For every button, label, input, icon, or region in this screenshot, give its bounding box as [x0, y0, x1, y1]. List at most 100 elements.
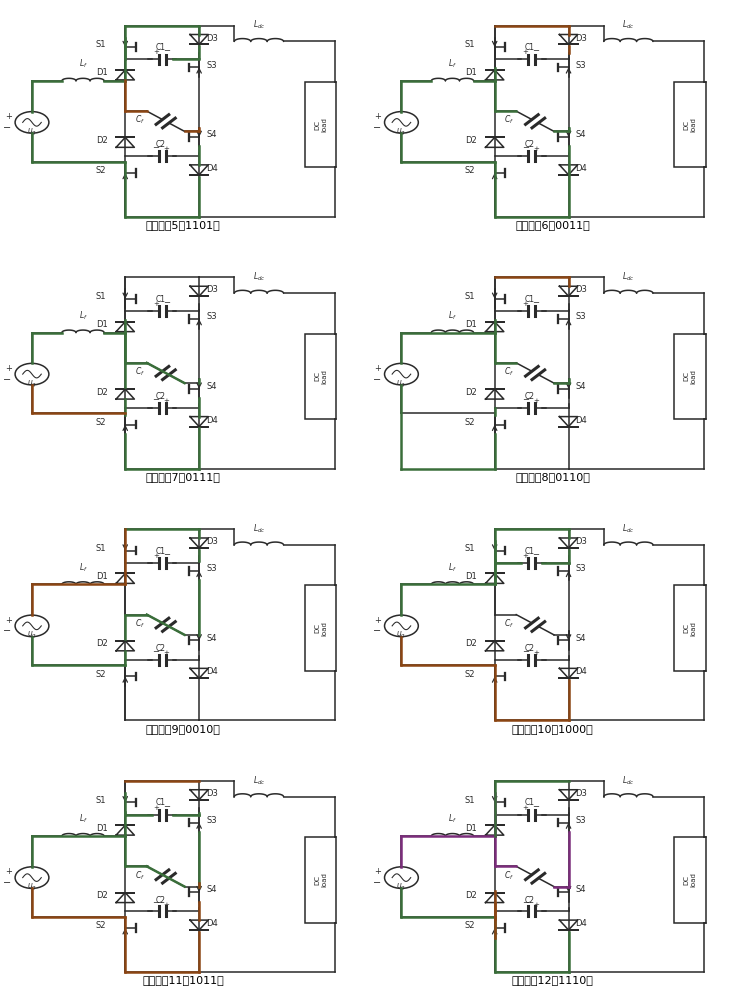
Text: D1: D1	[96, 68, 107, 77]
Text: S3: S3	[206, 61, 217, 70]
Text: S3: S3	[206, 816, 217, 825]
Text: D1: D1	[465, 824, 477, 833]
Text: D4: D4	[206, 919, 218, 928]
Text: S4: S4	[576, 634, 586, 643]
Text: D3: D3	[206, 285, 218, 294]
Text: S3: S3	[576, 61, 586, 70]
Text: D4: D4	[576, 667, 587, 676]
Text: S1: S1	[96, 292, 106, 301]
Text: C2: C2	[525, 896, 535, 905]
Text: −: −	[152, 899, 159, 908]
Text: D2: D2	[465, 136, 477, 145]
Bar	[674, 585, 706, 671]
Text: −: −	[4, 626, 12, 636]
Text: D3: D3	[206, 789, 218, 798]
Text: +: +	[374, 364, 381, 373]
Text: S2: S2	[96, 670, 106, 679]
Text: −: −	[373, 123, 381, 133]
Text: −: −	[152, 143, 159, 152]
Text: $L_{dc}$: $L_{dc}$	[252, 522, 265, 535]
Text: S2: S2	[465, 670, 475, 679]
Text: +: +	[523, 301, 528, 307]
Text: $L_{dc}$: $L_{dc}$	[622, 522, 634, 535]
Text: 运行状态7（0111）: 运行状态7（0111）	[146, 472, 221, 482]
Text: C2: C2	[525, 392, 535, 401]
Text: S1: S1	[96, 40, 106, 49]
Text: S1: S1	[465, 796, 475, 805]
Text: S2: S2	[465, 418, 475, 427]
Text: −: −	[522, 143, 528, 152]
Text: D1: D1	[96, 572, 107, 581]
Text: C2: C2	[525, 644, 535, 653]
Text: $u_g$: $u_g$	[397, 630, 406, 641]
Text: 运行状态10（1000）: 运行状态10（1000）	[512, 724, 594, 734]
Text: $L_{dc}$: $L_{dc}$	[622, 271, 634, 283]
Text: +: +	[4, 867, 12, 876]
Text: +: +	[374, 112, 381, 121]
Text: S4: S4	[206, 382, 216, 391]
Text: $u_g$: $u_g$	[27, 379, 37, 390]
Text: $L_{dc}$: $L_{dc}$	[252, 19, 265, 31]
Text: S1: S1	[96, 796, 106, 805]
Text: $C_f$: $C_f$	[504, 617, 514, 630]
Text: −: −	[522, 395, 528, 404]
Text: D3: D3	[576, 34, 587, 43]
Text: −: −	[373, 375, 381, 385]
Text: −: −	[373, 878, 381, 888]
Text: $C_f$: $C_f$	[504, 366, 514, 378]
Text: $C_f$: $C_f$	[135, 114, 144, 126]
Text: −: −	[163, 46, 170, 55]
Text: D4: D4	[576, 919, 587, 928]
Text: DC
load: DC load	[684, 872, 696, 887]
Text: −: −	[163, 550, 170, 559]
Bar	[305, 585, 336, 671]
Text: D4: D4	[206, 667, 218, 676]
Text: S2: S2	[96, 418, 106, 427]
Text: $L_{dc}$: $L_{dc}$	[622, 19, 634, 31]
Text: D1: D1	[96, 824, 107, 833]
Text: S4: S4	[206, 885, 216, 894]
Text: D2: D2	[96, 639, 107, 648]
Text: +: +	[533, 902, 539, 908]
Text: S1: S1	[96, 544, 106, 553]
Text: +: +	[4, 616, 12, 625]
Text: S3: S3	[576, 312, 586, 321]
Text: $L_{dc}$: $L_{dc}$	[622, 774, 634, 787]
Text: D4: D4	[576, 164, 587, 173]
Text: S3: S3	[576, 816, 586, 825]
Text: −: −	[4, 878, 12, 888]
Text: −: −	[532, 298, 539, 307]
Text: 运行状态11（1011）: 运行状态11（1011）	[142, 976, 224, 986]
Text: S2: S2	[96, 921, 106, 930]
Text: D2: D2	[96, 388, 107, 397]
Text: C1: C1	[155, 43, 166, 52]
Text: −: −	[163, 802, 170, 811]
Text: DC
load: DC load	[314, 621, 327, 636]
Text: +: +	[533, 398, 539, 404]
Text: C1: C1	[525, 295, 535, 304]
Text: S1: S1	[465, 544, 475, 553]
Text: 运行状态8（0110）: 运行状态8（0110）	[515, 472, 590, 482]
Text: $C_f$: $C_f$	[135, 617, 144, 630]
Text: −: −	[532, 46, 539, 55]
Text: $C_f$: $C_f$	[504, 114, 514, 126]
Bar	[305, 837, 336, 923]
Text: D3: D3	[206, 34, 218, 43]
Text: S4: S4	[206, 130, 216, 139]
Text: C1: C1	[525, 798, 535, 807]
Text: +: +	[4, 112, 12, 121]
Text: +: +	[374, 616, 381, 625]
Text: DC
load: DC load	[314, 369, 327, 384]
Text: S2: S2	[465, 166, 475, 175]
Text: DC
load: DC load	[314, 117, 327, 132]
Text: D3: D3	[576, 285, 587, 294]
Text: S1: S1	[465, 40, 475, 49]
Text: +: +	[523, 805, 528, 811]
Text: −: −	[163, 298, 170, 307]
Bar	[674, 334, 706, 419]
Text: +: +	[533, 650, 539, 656]
Text: −: −	[4, 375, 12, 385]
Text: D2: D2	[96, 891, 107, 900]
Text: S4: S4	[576, 885, 586, 894]
Text: −: −	[4, 123, 12, 133]
